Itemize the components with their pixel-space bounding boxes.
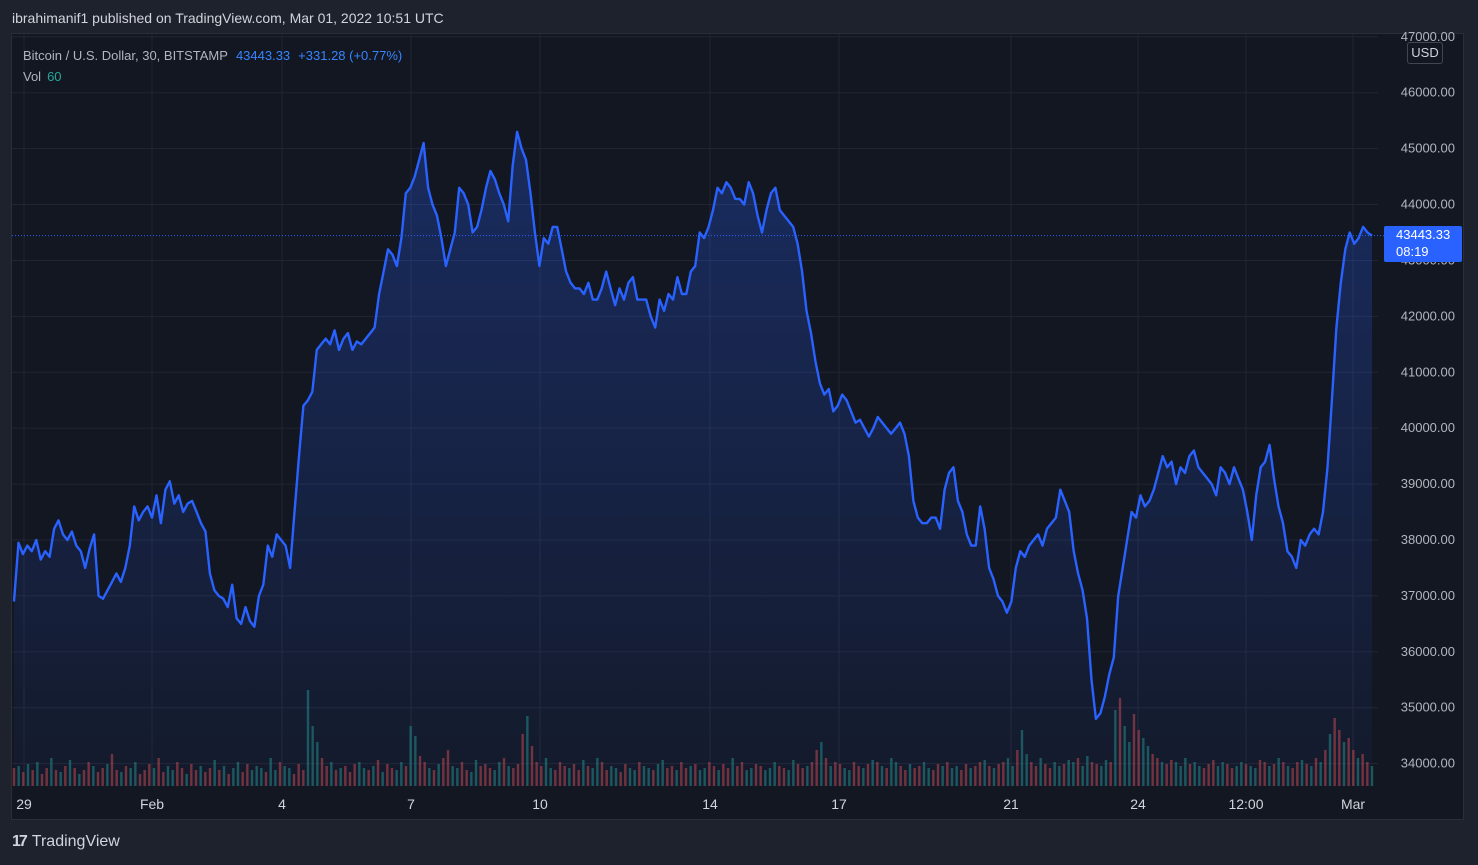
y-tick-label: 47000.00 (1401, 29, 1455, 44)
volume-label: Vol (23, 69, 42, 84)
bar-countdown: 08:19 (1396, 244, 1429, 259)
x-tick-label: 10 (532, 796, 548, 812)
y-tick-label: 44000.00 (1401, 197, 1455, 212)
y-tick-label: 36000.00 (1401, 644, 1455, 659)
symbol-label: Bitcoin / U.S. Dollar, 30, BITSTAMP (23, 48, 228, 63)
x-tick-label: 12:00 (1228, 796, 1263, 812)
x-tick-label: 7 (407, 796, 415, 812)
x-tick-label: Mar (1341, 796, 1365, 812)
x-tick-label: 24 (1130, 796, 1146, 812)
price-line (12, 130, 1373, 721)
legend-symbol-row[interactable]: Bitcoin / U.S. Dollar, 30, BITSTAMP 43443… (23, 45, 402, 66)
x-tick-label: 14 (702, 796, 718, 812)
y-tick-label: 40000.00 (1401, 420, 1455, 435)
y-tick-label: 39000.00 (1401, 476, 1455, 491)
chart-legend: Bitcoin / U.S. Dollar, 30, BITSTAMP 43443… (23, 45, 402, 87)
x-tick-label: 17 (831, 796, 847, 812)
y-tick-label: 45000.00 (1401, 141, 1455, 156)
legend-change: +331.28 (+0.77%) (298, 48, 403, 63)
legend-volume-row[interactable]: Vol 60 (23, 66, 402, 87)
last-price-tag: 43443.33 08:19 (1384, 226, 1462, 262)
y-tick-label: 41000.00 (1401, 364, 1455, 379)
x-tick-label: Feb (140, 796, 164, 812)
y-tick-label: 42000.00 (1401, 308, 1455, 323)
y-tick-label: 38000.00 (1401, 532, 1455, 547)
volume-value: 60 (47, 69, 62, 84)
legend-price: 43443.33 (235, 48, 291, 63)
tradingview-brand[interactable]: 17 TradingView (12, 833, 120, 851)
currency-button[interactable]: USD (1407, 42, 1443, 64)
y-axis: 34000.00 35000.00 36000.00 37000.00 38000.00… (1401, 29, 1455, 771)
x-axis: 29 Feb 4 7 10 14 17 21 24 12:00 Mar (16, 796, 1365, 812)
y-tick-label: 34000.00 (1401, 756, 1455, 771)
x-tick-label: 29 (16, 796, 32, 812)
x-tick-label: 21 (1003, 796, 1019, 812)
y-tick-label: 35000.00 (1401, 700, 1455, 715)
y-tick-label: 46000.00 (1401, 85, 1455, 100)
price-area (14, 131, 1372, 787)
last-price-value: 43443.33 (1396, 227, 1451, 242)
tradingview-logo-icon: 17 (12, 833, 28, 850)
publisher-line: ibrahimanif1 published on TradingView.co… (12, 10, 444, 26)
x-tick-label: 4 (278, 796, 286, 812)
brand-name: TradingView (31, 833, 120, 850)
y-tick-label: 37000.00 (1401, 588, 1455, 603)
